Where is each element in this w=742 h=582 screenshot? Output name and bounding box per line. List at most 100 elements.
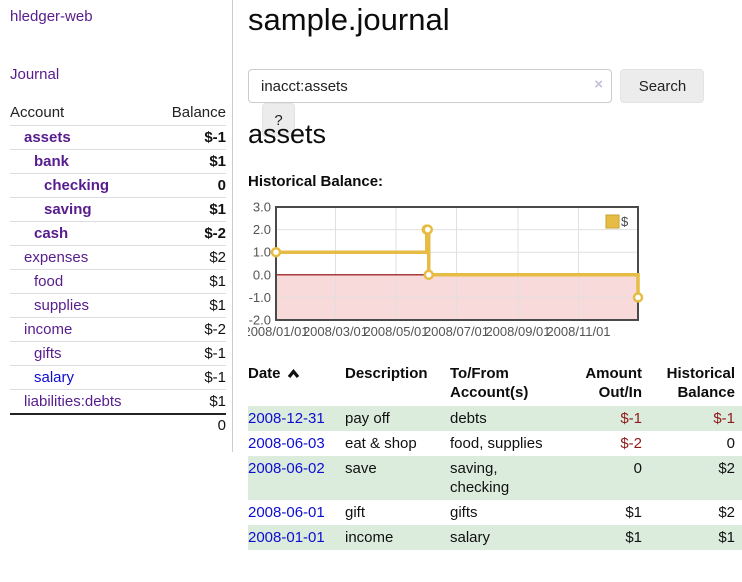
account-link[interactable]: saving <box>44 201 92 218</box>
account-link[interactable]: bank <box>34 153 70 170</box>
cell-balance: $-1 <box>713 410 735 427</box>
sort-ascending-icon <box>287 365 300 384</box>
account-balance: $-2 <box>155 317 226 342</box>
column-header-description[interactable]: Description <box>345 365 428 382</box>
account-link[interactable]: food <box>34 273 64 290</box>
date-link[interactable]: 2008-06-02 <box>248 460 325 477</box>
svg-text:1.0: 1.0 <box>253 245 271 260</box>
historical-balance-chart: $3.0 2.0 1.0 0.0 -1.0 -2.0 2008/01/01 2008/03/0… <box>243 200 668 346</box>
cell-accounts: gifts <box>450 504 478 521</box>
clear-search-icon[interactable]: × <box>594 76 603 93</box>
cell-balance: 0 <box>726 435 735 452</box>
account-row: food $1 <box>10 269 226 294</box>
search-button[interactable]: Search <box>620 69 705 103</box>
accounts-total-row: 0 <box>10 413 226 437</box>
cell-accounts: debts <box>450 410 487 427</box>
column-header-amount[interactable]: Amount Out/In <box>585 365 642 401</box>
svg-text:2.0: 2.0 <box>253 222 271 237</box>
account-row: checking 0 <box>10 173 226 198</box>
sidebar: hledger-web Journal Account Balance asse… <box>0 0 233 452</box>
search-box: × <box>248 69 612 103</box>
account-balance: $1 <box>155 149 226 174</box>
account-link[interactable]: cash <box>34 225 69 242</box>
cell-amount: $1 <box>625 529 642 546</box>
cell-accounts: saving, checking <box>450 460 510 496</box>
cell-accounts: food, supplies <box>450 435 543 452</box>
column-header-date[interactable]: Date <box>248 362 345 406</box>
svg-text:2008/05/01: 2008/05/01 <box>363 324 428 339</box>
account-balance: 0 <box>155 173 226 198</box>
account-balance: $1 <box>155 389 226 415</box>
sidebar-item-journal[interactable]: Journal <box>10 66 60 83</box>
svg-text:2008/07/01: 2008/07/01 <box>424 324 489 339</box>
cell-balance: $2 <box>718 460 735 477</box>
cell-amount: $-1 <box>620 410 642 427</box>
column-header-accounts[interactable]: To/From Account(s) <box>450 365 529 401</box>
search-input[interactable] <box>248 69 612 103</box>
account-link[interactable]: expenses <box>24 249 89 266</box>
account-row: gifts $-1 <box>10 341 226 366</box>
cell-description: save <box>345 460 377 477</box>
account-section-title: assets <box>248 119 327 149</box>
account-link[interactable]: assets <box>24 129 71 146</box>
account-link[interactable]: supplies <box>34 297 90 314</box>
svg-text:2008/09/01: 2008/09/01 <box>485 324 550 339</box>
column-header-balance[interactable]: Historical Balance <box>666 365 735 401</box>
svg-text:2008/11/01: 2008/11/01 <box>546 324 610 339</box>
account-balance: $1 <box>155 293 226 318</box>
account-balance: $-1 <box>155 125 226 150</box>
cell-balance: $1 <box>718 529 735 546</box>
main-content: sample.journal × Search ? assets Histori… <box>243 0 742 582</box>
date-link[interactable]: 2008-06-01 <box>248 504 325 521</box>
cell-amount: 0 <box>633 460 642 477</box>
sidebar-nav: Journal <box>10 66 226 84</box>
svg-text:2008/03/01: 2008/03/01 <box>303 324 368 339</box>
page-title: sample.journal <box>248 2 450 37</box>
svg-text:$: $ <box>621 214 629 229</box>
cell-amount: $1 <box>625 504 642 521</box>
account-row: cash $-2 <box>10 221 226 246</box>
account-link[interactable]: income <box>24 321 73 338</box>
account-balance: $1 <box>155 269 226 294</box>
svg-text:-2.0: -2.0 <box>249 313 271 328</box>
account-row: liabilities:debts $1 <box>10 389 226 415</box>
account-row: saving $1 <box>10 197 226 222</box>
accounts-header-balance: Balance <box>155 101 226 126</box>
accounts-header-account: Account <box>10 101 156 126</box>
account-link[interactable]: gifts <box>34 345 62 362</box>
account-balance: $-1 <box>155 341 226 366</box>
account-link[interactable]: salary <box>34 369 75 386</box>
register-header-row: Date Description To/From Account(s) Amou… <box>248 362 742 406</box>
help-button[interactable]: ? <box>262 103 295 137</box>
app-brand: hledger-web <box>10 8 226 26</box>
svg-text:0.0: 0.0 <box>253 267 271 282</box>
date-link[interactable]: 2008-12-31 <box>248 410 325 427</box>
cell-description: gift <box>345 504 366 521</box>
svg-text:-1.0: -1.0 <box>249 290 271 305</box>
chart-title: Historical Balance: <box>248 173 384 190</box>
account-row: expenses $2 <box>10 245 226 270</box>
cell-description: pay off <box>345 410 390 427</box>
cell-amount: $-2 <box>620 435 642 452</box>
chart-canvas: $3.0 2.0 1.0 0.0 -1.0 -2.02008/01/012008/03/0… <box>243 200 644 339</box>
account-balance: $-2 <box>155 221 226 246</box>
account-link[interactable]: checking <box>44 177 110 194</box>
cell-accounts: salary <box>450 529 491 546</box>
account-balance: $-1 <box>155 365 226 390</box>
date-link[interactable]: 2008-06-03 <box>248 435 325 452</box>
table-row: 2008-12-31 pay off debts $-1 $-1 <box>248 406 742 431</box>
account-link[interactable]: liabilities:debts <box>24 393 122 410</box>
svg-text:2008/01/01: 2008/01/01 <box>248 324 309 339</box>
accounts-header-row: Account Balance <box>10 101 226 126</box>
svg-text:3.0: 3.0 <box>253 200 271 215</box>
cell-description: income <box>345 529 394 546</box>
cell-balance: $2 <box>718 504 735 521</box>
accounts-table: Account Balance assets $-1 bank $1 checking 0… <box>10 101 226 437</box>
account-balance: $1 <box>155 197 226 222</box>
account-row: salary $-1 <box>10 365 226 390</box>
account-balance: $2 <box>155 245 226 270</box>
date-link[interactable]: 2008-01-01 <box>248 529 325 546</box>
account-row: bank $1 <box>10 149 226 174</box>
cell-description: eat & shop <box>345 435 417 452</box>
brand-link[interactable]: hledger-web <box>10 8 93 25</box>
